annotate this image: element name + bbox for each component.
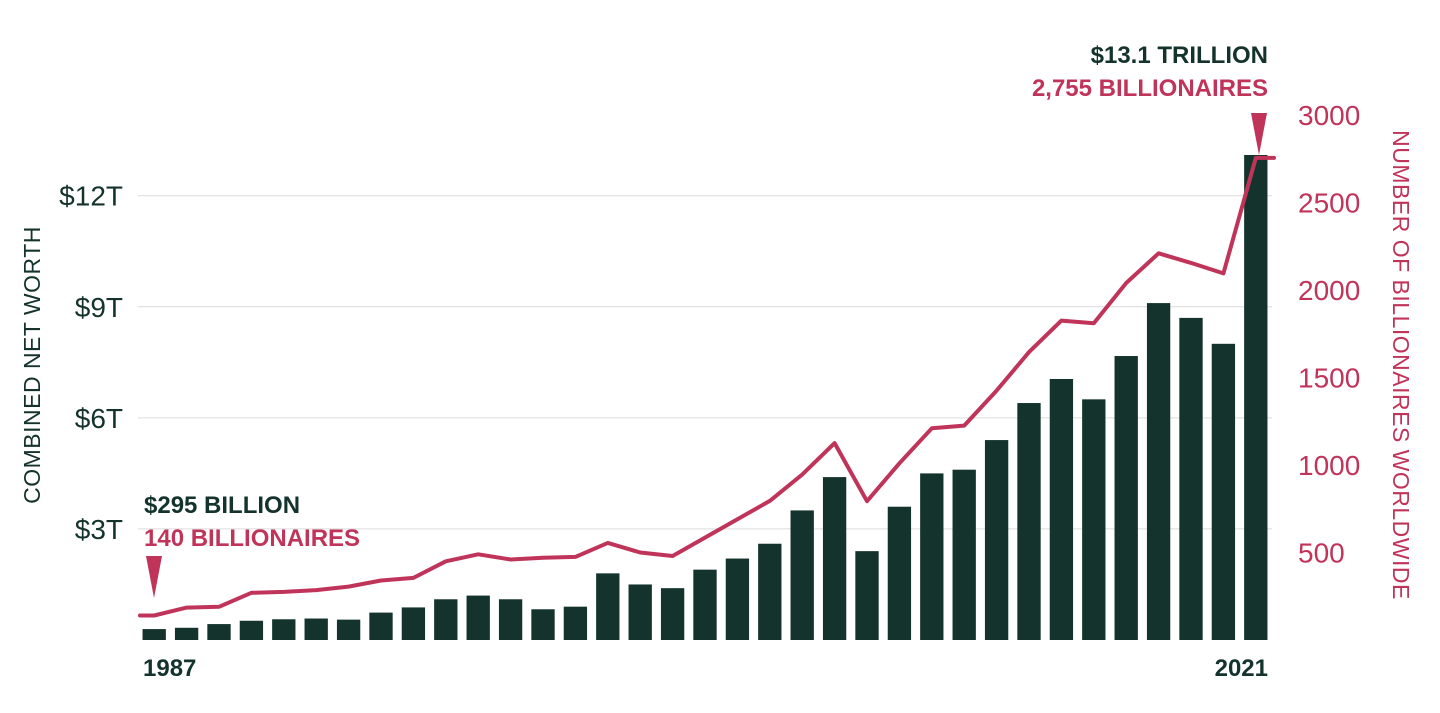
right-tick-label: 3000 [1298,100,1360,131]
left-tick-label: $3T [75,514,123,545]
left-tick-label: $9T [75,292,123,323]
right-tick-label: 500 [1298,538,1345,569]
bar-1993 [336,619,361,640]
bar-2004 [693,569,717,640]
bar-2003 [660,588,685,640]
x-tick-label-last: 2021 [1215,655,1268,682]
net-worth-bars [142,154,1268,640]
billionaire-count-line [138,155,1276,618]
bar-1999 [531,609,555,640]
right-tick-label: 2000 [1298,275,1360,306]
billionaire-count-polyline [138,155,1276,618]
x-tick-label-first: 1987 [143,655,196,682]
left-tick-label: $12T [59,181,123,212]
bar-2012 [952,469,976,640]
bar-2015 [1049,378,1074,640]
bar-2017 [1114,356,1138,640]
bar-2021 [1244,154,1268,640]
bar-2011 [920,473,944,640]
annotation-start-arrow [146,556,162,598]
bar-2019 [1179,317,1203,640]
bar-1989 [207,624,231,640]
bar-2014 [1017,403,1041,640]
right-tick-label: 1500 [1298,363,1360,394]
annotation-end-networth: $13.1 TRILLION [1091,42,1268,69]
annotation-end-arrow [1251,113,1267,155]
annotation-end-count: 2,755 BILLIONAIRES [1032,75,1268,102]
bar-2000 [563,606,588,640]
annotation-start-networth: $295 BILLION [144,492,300,519]
bar-2005 [725,558,750,640]
bar-2002 [628,584,652,640]
bar-1996 [434,599,458,640]
bar-2010 [887,506,912,640]
bar-1998 [498,599,523,640]
bar-1994 [369,612,393,640]
bar-2007 [790,510,814,640]
bar-2006 [758,543,782,640]
right-tick-label: 1000 [1298,450,1360,481]
bar-1992 [304,618,328,640]
axes: $3T $6T $9T $12T 500 1000 1500 2000 2500 3000 [59,100,1360,569]
bar-2008 [822,477,847,640]
right-tick-label: 2500 [1298,188,1360,219]
left-tick-label: $6T [75,403,123,434]
bar-2018 [1146,303,1171,640]
bar-2009 [855,551,879,640]
bar-2016 [1082,399,1106,640]
bar-2001 [596,573,620,640]
bar-1997 [466,595,490,640]
bar-2020 [1211,343,1236,640]
bar-1990 [239,620,264,640]
right-axis-title: NUMBER OF BILLIONAIRES WORLDWIDE [1388,130,1414,600]
bar-1991 [272,619,296,640]
left-axis-title: COMBINED NET WORTH [19,226,45,504]
bar-2013 [984,440,1009,640]
annotation-start-count: 140 BILLIONAIRES [144,525,360,552]
bar-1995 [401,607,426,640]
bar-1987 [142,629,166,640]
bar-1988 [174,627,199,640]
